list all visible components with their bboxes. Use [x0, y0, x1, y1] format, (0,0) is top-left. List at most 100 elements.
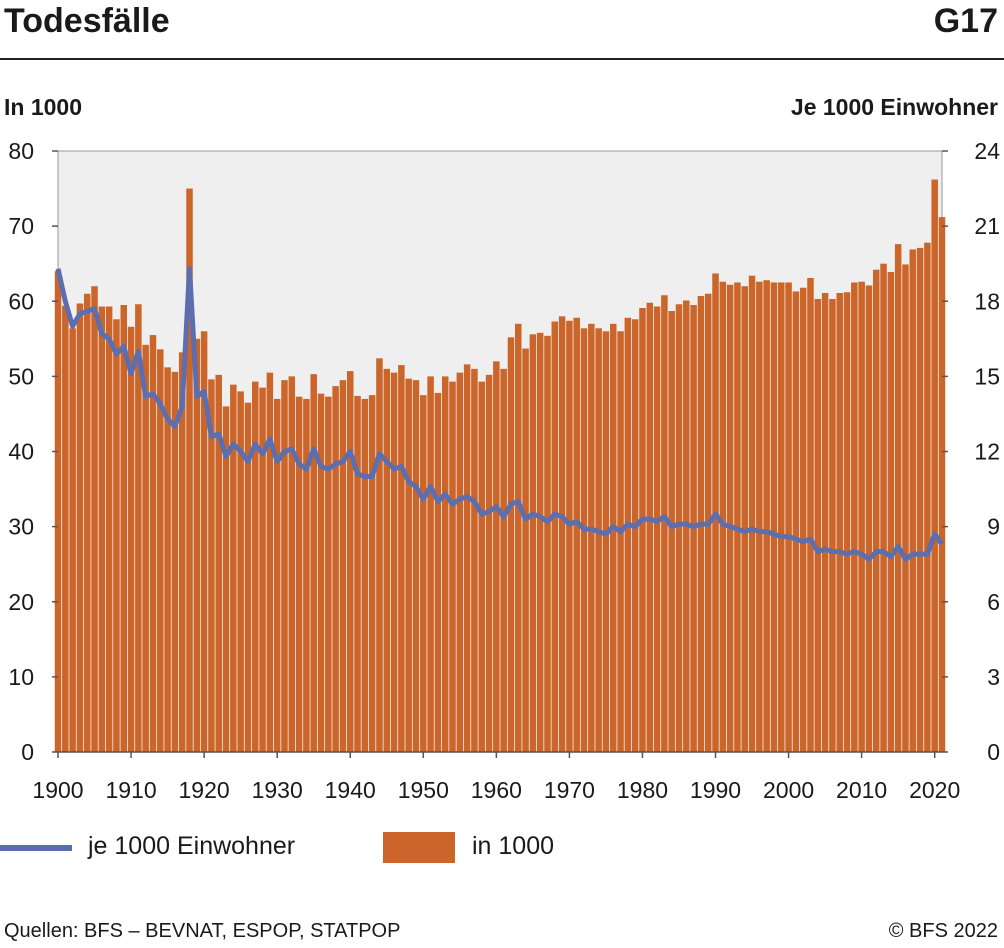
bar-1998: [770, 282, 778, 752]
bar-2021: [938, 217, 946, 753]
copyright: © BFS 2022: [888, 920, 998, 942]
bar-2008: [843, 292, 851, 752]
bar-1916: [171, 371, 179, 752]
bar-1919: [193, 338, 201, 752]
bar-1976: [609, 323, 617, 752]
bar-2001: [792, 291, 800, 752]
x-tick-label: 2020: [909, 777, 960, 803]
bar-1995: [748, 275, 756, 752]
legend-bar-swatch: [383, 832, 455, 863]
right-tick-label: 15: [974, 363, 1000, 389]
bar-1906: [98, 306, 106, 752]
bar-1900: [54, 271, 62, 752]
chart-svg: 0 10 20 30 40 50 60 70 80 0 3 6 9 12 15 18 21 24 1900 1910 1…: [8, 138, 1000, 803]
bar-2006: [829, 299, 836, 752]
bar-1981: [646, 302, 654, 752]
right-tick-label: 3: [987, 664, 1000, 690]
bar-2002: [799, 287, 807, 752]
bar-1927: [252, 381, 259, 752]
bar-1991: [719, 281, 727, 752]
bar-1972: [580, 328, 588, 752]
legend-bar-label: in 1000: [472, 832, 555, 860]
bar-1929: [266, 372, 274, 752]
bar-1933: [295, 396, 303, 752]
chart-code: G17: [933, 2, 998, 40]
x-tick-label: 1900: [32, 777, 83, 803]
bar-1959: [485, 374, 493, 752]
bar-1903: [76, 303, 84, 752]
bar-1942: [361, 398, 369, 752]
axes: 0 10 20 30 40 50 60 70 80 0 3 6 9 12 15 18 21 24 1900 1910 1…: [8, 138, 1000, 803]
bar-2013: [880, 263, 887, 752]
bar-2018: [916, 247, 924, 752]
bar-1920: [200, 331, 208, 752]
bar-2000: [785, 282, 792, 752]
bar-1948: [405, 378, 412, 752]
bar-1907: [105, 306, 113, 752]
bar-2017: [909, 249, 917, 752]
bar-2012: [873, 269, 880, 752]
bar-1965: [529, 334, 537, 752]
right-tick-label: 12: [974, 439, 1000, 465]
bar-1970: [566, 320, 573, 752]
bar-1901: [62, 305, 69, 752]
bar-1913: [149, 335, 157, 752]
bar-1977: [617, 331, 624, 752]
left-axis-label: In 1000: [4, 94, 82, 120]
bar-1925: [237, 391, 244, 752]
right-tick-label: 18: [974, 288, 1000, 314]
bar-1915: [164, 367, 171, 752]
bar-1931: [281, 380, 288, 752]
bar-1932: [288, 376, 296, 753]
bar-2014: [887, 271, 895, 752]
x-tick-label: 1950: [398, 777, 449, 803]
bar-2011: [865, 285, 873, 752]
x-tick-label: 2000: [763, 777, 814, 803]
bar-1946: [390, 372, 398, 752]
x-tick-label: 1970: [544, 777, 595, 803]
bar-1912: [142, 344, 149, 752]
bar-1923: [222, 406, 230, 752]
bar-1943: [368, 395, 376, 752]
bar-1904: [83, 293, 91, 752]
x-tick-label: 1910: [105, 777, 156, 803]
bar-1967: [544, 335, 551, 752]
bar-1956: [463, 364, 471, 752]
x-tick-label: 1920: [179, 777, 230, 803]
bar-1911: [135, 304, 142, 752]
bar-1996: [756, 281, 763, 752]
source-note: Quellen: BFS – BEVNAT, ESPOP, STATPOP: [4, 920, 401, 942]
legend-line-label: je 1000 Einwohner: [88, 832, 296, 860]
bar-1949: [412, 380, 420, 752]
x-tick-label: 1930: [252, 777, 303, 803]
x-tick-label: 1960: [471, 777, 522, 803]
bar-1999: [778, 282, 785, 752]
right-axis-label: Je 1000 Einwohner: [790, 94, 998, 120]
bar-1960: [493, 361, 500, 752]
bar-1918: [186, 188, 193, 752]
bar-1947: [398, 365, 405, 752]
x-tick-label: 2010: [836, 777, 887, 803]
bar-1968: [551, 321, 559, 752]
bar-1939: [339, 380, 347, 752]
bar-1910: [127, 326, 135, 752]
bar-1984: [668, 311, 675, 752]
bar-1978: [624, 317, 632, 752]
bar-1982: [653, 306, 661, 752]
bar-2015: [894, 244, 902, 752]
left-tick-label: 30: [8, 514, 34, 540]
bar-1961: [500, 368, 507, 752]
left-tick-label: 40: [8, 439, 34, 465]
right-tick-label: 24: [974, 138, 1000, 164]
bar-1944: [376, 358, 383, 752]
bar-1934: [303, 398, 310, 752]
bar-1936: [317, 393, 325, 752]
bar-1935: [310, 374, 317, 752]
x-tick-label: 1980: [617, 777, 668, 803]
bar-2010: [858, 281, 865, 752]
bar-2003: [807, 277, 814, 752]
bar-2004: [814, 299, 822, 752]
bar-1953: [441, 376, 449, 753]
chart-title: Todesfälle: [4, 2, 170, 40]
bar-1964: [522, 348, 529, 752]
